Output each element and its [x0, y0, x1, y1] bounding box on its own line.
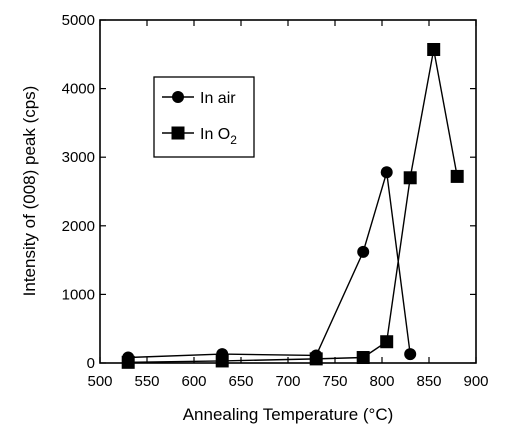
series-in-air-point	[380, 166, 393, 179]
y-tick-label: 4000	[62, 81, 95, 98]
y-axis-title: Intensity of (008) peak (cps)	[20, 86, 39, 297]
legend-marker	[171, 126, 185, 140]
legend-items: In air In O2	[162, 90, 237, 147]
x-tick-label: 750	[322, 373, 347, 390]
x-tick-label: 500	[87, 373, 112, 390]
series-layer	[121, 42, 464, 369]
y-tick-label: 3000	[62, 149, 95, 166]
series-in-air	[122, 166, 417, 364]
series-in-air-line	[128, 172, 411, 359]
series-in-o2-point	[309, 352, 323, 366]
y-tick-label: 5000	[62, 12, 95, 29]
y-tick-label: 2000	[62, 218, 95, 235]
series-in-o2-point	[450, 169, 464, 183]
axis-ticks: 500 550 600 650 700 750 800 850 900 0 1000 2000 3000…	[62, 12, 489, 390]
x-tick-label: 900	[463, 373, 488, 390]
legend: In air In O2	[153, 76, 255, 158]
series-in-o2-point	[403, 171, 417, 185]
series-in-air-point	[404, 348, 417, 361]
x-tick-label: 700	[275, 373, 300, 390]
y-tick-label: 0	[87, 355, 95, 372]
legend-entry-in-o2: In O2	[162, 126, 237, 147]
legend-box	[153, 76, 255, 158]
legend-label: In O2	[200, 126, 237, 147]
x-tick-label: 650	[228, 373, 253, 390]
x-tick-label: 800	[369, 373, 394, 390]
series-in-o2-point	[380, 335, 394, 349]
series-in-air-point	[357, 245, 370, 258]
series-in-o2-point	[427, 42, 441, 56]
series-in-o2-point	[121, 355, 135, 369]
x-tick-label: 600	[181, 373, 206, 390]
legend-marker	[172, 91, 184, 103]
x-tick-label: 550	[134, 373, 159, 390]
x-axis-title: Annealing Temperature (°C)	[183, 405, 394, 424]
series-in-o2	[121, 42, 464, 369]
y-tick-label: 1000	[62, 286, 95, 303]
legend-entry-in-air: In air	[162, 90, 236, 107]
series-in-o2-point	[215, 354, 229, 368]
x-tick-label: 850	[416, 373, 441, 390]
series-in-o2-point	[356, 351, 370, 365]
plot-frame	[99, 19, 477, 364]
legend-subscript: 2	[230, 133, 237, 147]
series-in-o2-line	[128, 49, 458, 364]
legend-label: In air	[200, 90, 236, 107]
